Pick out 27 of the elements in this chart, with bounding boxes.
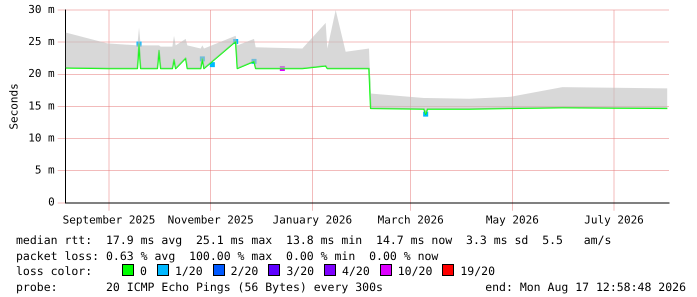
legend-label: 10/20 (398, 264, 432, 280)
point (210, 62, 215, 68)
y-axis-title: Seconds (7, 83, 20, 130)
x-tick-label: January 2026 (272, 213, 352, 226)
y-tick-label: 0 (48, 196, 55, 209)
x-tick-label: July 2026 (584, 213, 644, 226)
text: packet loss: 0.63 % avg 100.00 % max 0.00 % min 0.00 % now (16, 248, 440, 264)
text: probe: 20 ICMP Echo Pings (56 Bytes) every 300s (16, 280, 383, 295)
y-tick-label: 20 m (28, 67, 56, 80)
legend-title: loss color: (16, 264, 94, 280)
x-tick-label: September 2025 (62, 213, 156, 226)
y-tick-label: 30 m (28, 2, 56, 16)
y-tick-label: 15 m (28, 99, 56, 112)
y-tick-label: 5 m (34, 164, 56, 177)
legend-label: 1/20 (174, 264, 203, 280)
x-tick-label: March 2026 (378, 213, 444, 226)
legend-label: 2/20 (230, 264, 258, 280)
legend-label: 0 (140, 264, 147, 280)
x-tick-label: November 2025 (168, 213, 254, 226)
y-tick-label: 25 m (28, 34, 56, 48)
x-tick-label: May 2026 (486, 213, 539, 226)
text: end: Mon Aug 17 12:58:48 2026 (485, 280, 686, 295)
legend-label: 3/20 (286, 264, 314, 280)
text: median rtt: 17.9 ms avg 25.1 ms max 13.8 ms min 14.7 ms now 3.3 ms sd 5.5 am/s (16, 233, 612, 248)
y-tick-label: 10 m (28, 131, 56, 144)
legend-label: 19/20 (460, 264, 495, 280)
legend-label: 4/20 (342, 264, 370, 280)
